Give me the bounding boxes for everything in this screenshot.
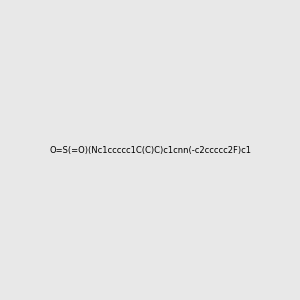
Text: O=S(=O)(Nc1ccccc1C(C)C)c1cnn(-c2ccccc2F)c1: O=S(=O)(Nc1ccccc1C(C)C)c1cnn(-c2ccccc2F)… <box>49 146 251 154</box>
